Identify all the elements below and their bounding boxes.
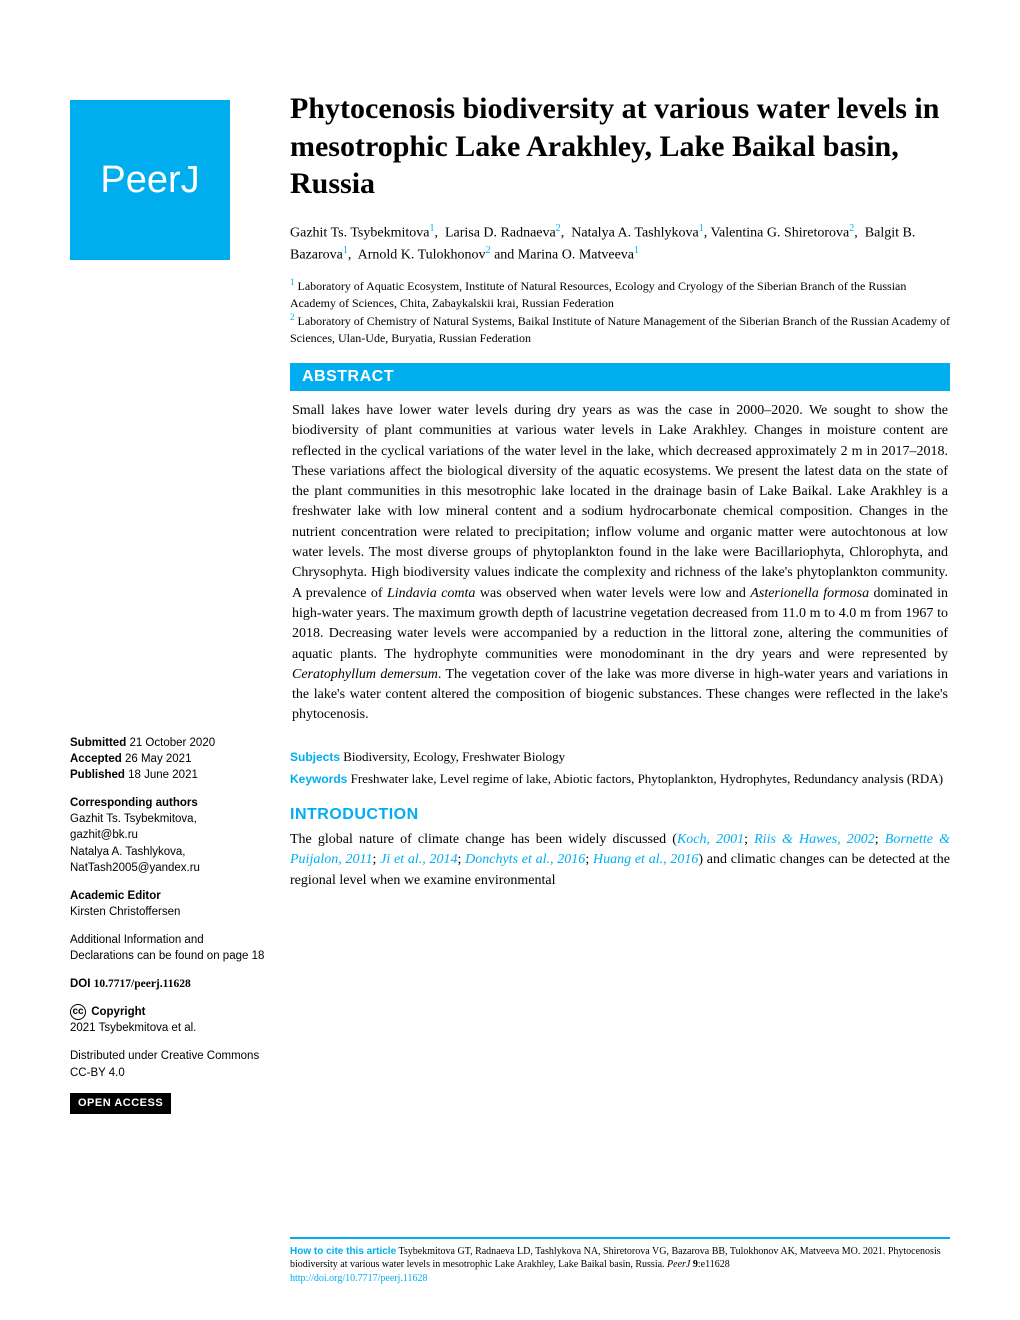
corresponding-block: Corresponding authors Gazhit Ts. Tsybekm… [70,795,265,875]
distributed-block: Distributed under Creative Commons CC-BY… [70,1048,265,1080]
keywords-label: Keywords [290,772,347,786]
dates-block: Submitted 21 October 2020 Accepted 26 Ma… [70,735,265,783]
logo-text: PeerJ [100,159,199,202]
keywords-line: Keywords Freshwater lake, Level regime o… [290,770,950,788]
subjects-text: Biodiversity, Ecology, Freshwater Biolog… [343,749,565,764]
keywords-text: Freshwater lake, Level regime of lake, A… [351,771,943,786]
cc-icon: cc [70,1004,86,1020]
introduction-body: The global nature of climate change has … [290,830,950,891]
editor-block: Academic Editor Kirsten Christoffersen [70,888,265,920]
abstract-heading: ABSTRACT [290,363,950,391]
authors-list: Gazhit Ts. Tsybekmitova1, Larisa D. Radn… [290,221,950,266]
copyright-block: cc Copyright 2021 Tsybekmitova et al. [70,1004,265,1036]
open-access-block: OPEN ACCESS [70,1093,265,1114]
affiliation-2: 2 Laboratory of Chemistry of Natural Sys… [290,311,950,347]
doi-link[interactable]: http://doi.org/10.7717/peerj.11628 [290,1273,428,1284]
abstract-body: Small lakes have lower water levels duri… [290,391,950,740]
citation-footer: How to cite this article Tsybekmitova GT… [290,1237,950,1286]
sidebar: Submitted 21 October 2020 Accepted 26 Ma… [70,735,265,1126]
affiliation-1: 1 Laboratory of Aquatic Ecosystem, Insti… [290,276,950,312]
howto-label: How to cite this article [290,1246,396,1257]
main-column: Phytocenosis biodiversity at various wat… [290,90,950,891]
subjects-label: Subjects [290,750,340,764]
additional-info-block: Additional Information and Declarations … [70,932,265,964]
subjects-line: Subjects Biodiversity, Ecology, Freshwat… [290,748,950,766]
article-title: Phytocenosis biodiversity at various wat… [290,90,950,203]
journal-logo: PeerJ [70,100,230,260]
affiliations: 1 Laboratory of Aquatic Ecosystem, Insti… [290,276,950,347]
introduction-heading: INTRODUCTION [290,806,950,824]
doi-block: DOI 10.7717/peerj.11628 [70,976,265,992]
open-access-badge: OPEN ACCESS [70,1093,171,1114]
